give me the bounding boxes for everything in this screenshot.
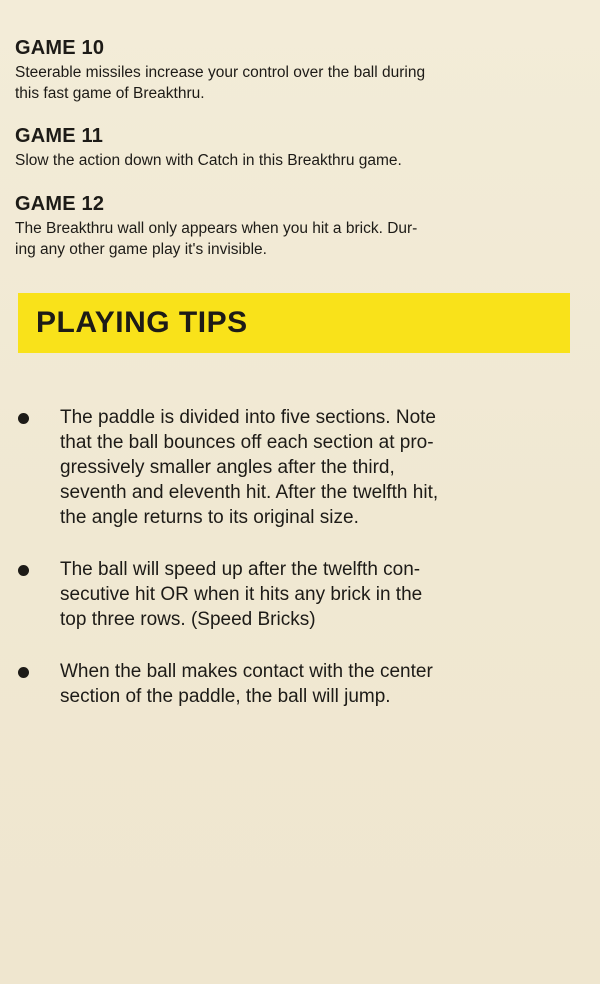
game-10-title: GAME 10 [15, 37, 105, 59]
bullet-icon [18, 565, 29, 576]
tip-line: the angle returns to its original size. [60, 507, 359, 528]
game-10-description: Steerable missiles increase your control… [15, 62, 575, 104]
tip-item: The ball will speed up after the twelfth… [18, 557, 538, 632]
tip-line: When the ball makes contact with the cen… [60, 661, 433, 682]
tips-list: The paddle is divided into five sections… [18, 405, 538, 736]
text-line: Steerable missiles increase your control… [15, 64, 426, 81]
tip-item: The paddle is divided into five sections… [18, 405, 538, 530]
tip-line: gressively smaller angles after the thir… [60, 457, 395, 478]
section-title: PLAYING TIPS [36, 306, 248, 339]
text-line: ing any other game play it's invisible. [15, 241, 267, 258]
game-12-title: GAME 12 [15, 193, 105, 215]
text-line: The Breakthru wall only appears when you… [15, 220, 418, 237]
tip-line: The ball will speed up after the twelfth… [60, 559, 421, 580]
bullet-icon [18, 667, 29, 678]
tip-line: secutive hit OR when it hits any brick i… [60, 584, 423, 605]
tip-line: top three rows. (Speed Bricks) [60, 609, 316, 630]
tip-line: section of the paddle, the ball will jum… [60, 686, 391, 707]
game-11-description: Slow the action down with Catch in this … [15, 150, 575, 171]
tip-item: When the ball makes contact with the cen… [18, 659, 538, 709]
tip-line: seventh and eleventh hit. After the twel… [60, 482, 439, 503]
game-11-title: GAME 11 [15, 125, 104, 147]
tip-line: that the ball bounces off each section a… [60, 432, 434, 453]
text-line: Slow the action down with Catch in this … [15, 152, 402, 169]
game-12-section: GAME 12 The Breakthru wall only appears … [15, 192, 575, 260]
game-11-section: GAME 11 Slow the action down with Catch … [15, 124, 575, 171]
bullet-icon [18, 413, 29, 424]
text-line: this fast game of Breakthru. [15, 85, 205, 102]
game-10-section: GAME 10 Steerable missiles increase your… [15, 36, 575, 104]
tip-line: The paddle is divided into five sections… [60, 407, 436, 428]
game-12-description: The Breakthru wall only appears when you… [15, 218, 575, 260]
playing-tips-banner: PLAYING TIPS [18, 293, 570, 353]
